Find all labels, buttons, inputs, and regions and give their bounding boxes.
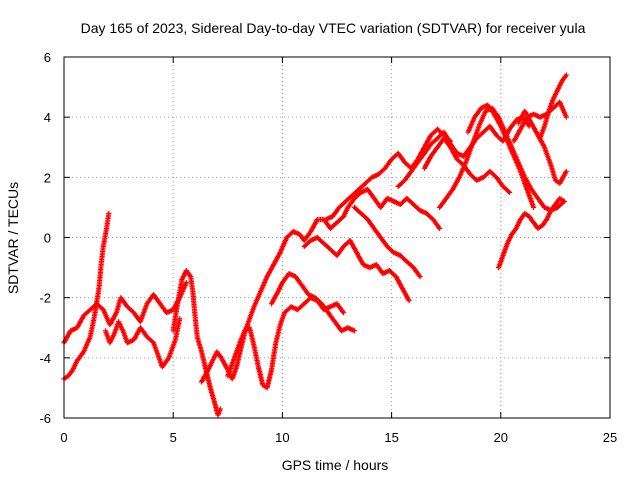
series-track [268,271,358,334]
series-markers [465,102,537,210]
x-tick-label: 5 [170,430,177,445]
series-track [102,316,183,370]
y-tick-label: 0 [44,231,51,246]
series-track [496,195,567,271]
series-markers [496,195,567,271]
y-tick-label: -6 [39,411,51,426]
series-track [465,102,537,210]
x-tick-label: 15 [384,430,398,445]
series-track [537,72,569,141]
x-tick-label: 25 [603,430,617,445]
series-markers [537,72,569,141]
axis-ticks: 0 5 10 15 20 25 -6 -4 -2 0 2 4 6 [39,50,617,445]
series-markers [268,271,358,334]
y-axis-label: SDTVAR / TECUs [5,182,21,294]
chart-title: Day 165 of 2023, Sidereal Day-to-day VTE… [81,20,586,36]
series-markers [421,135,513,195]
data-series [61,72,569,418]
series-track [61,210,112,382]
series-track [351,204,423,280]
series-markers [225,186,443,379]
series-markers [170,268,223,418]
series-track [225,186,443,379]
x-tick-label: 0 [60,430,67,445]
x-axis-label: GPS time / hours [282,457,389,473]
series-markers [515,108,569,186]
series-markers [301,234,412,304]
series-markers [102,316,183,370]
y-tick-label: 6 [44,50,51,65]
y-tick-label: -4 [39,351,51,366]
series-markers [351,204,423,280]
grid-lines [64,57,610,418]
series-track [515,108,569,186]
y-tick-label: -2 [39,291,51,306]
series-track [170,268,223,418]
x-tick-label: 20 [494,430,508,445]
series-track [421,135,513,195]
series-track [301,234,412,304]
x-tick-label: 10 [275,430,289,445]
series-markers [61,210,112,382]
y-tick-label: 4 [44,110,51,125]
y-tick-label: 2 [44,170,51,185]
